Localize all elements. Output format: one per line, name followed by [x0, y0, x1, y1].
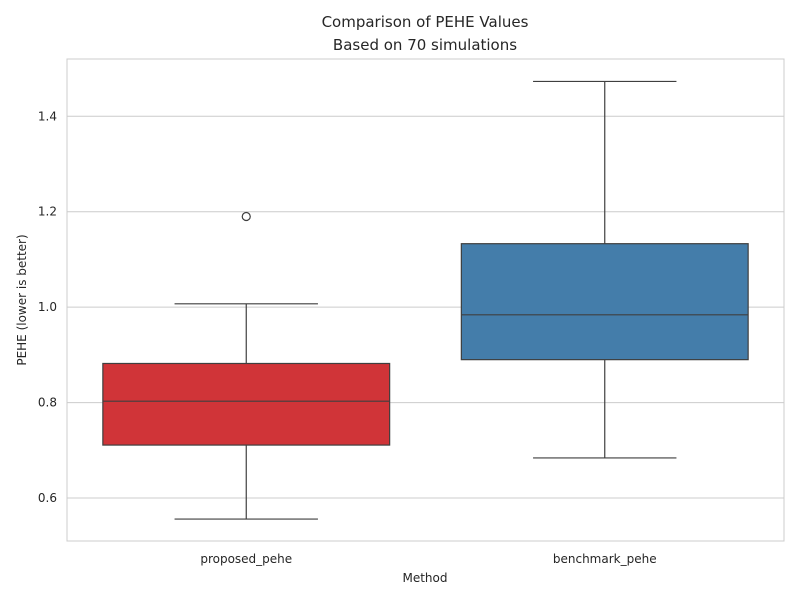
x-tick-labels: proposed_pehe benchmark_pehe [200, 552, 656, 566]
x-tick-label: proposed_pehe [200, 552, 292, 566]
chart-subtitle: Based on 70 simulations [333, 36, 517, 54]
boxes [102, 80, 749, 520]
chart-title: Comparison of PEHE Values [322, 13, 529, 31]
y-tick-label: 0.8 [38, 396, 57, 410]
y-axis-label: PEHE (lower is better) [15, 234, 29, 365]
y-tick-label: 1.0 [38, 300, 57, 314]
plot-area-frame [66, 58, 785, 542]
box-group-benchmark_pehe [460, 80, 749, 459]
y-tick-label: 1.2 [38, 205, 57, 219]
outlier-point [241, 211, 251, 222]
x-axis-label: Method [402, 571, 447, 585]
x-tick-label: benchmark_pehe [553, 552, 657, 566]
iqr-box [460, 243, 749, 361]
iqr-box [102, 362, 391, 446]
y-tick-labels: 0.6 0.8 1.0 1.2 1.4 [38, 109, 57, 505]
box-group-proposed_pehe [102, 211, 391, 520]
y-tick-label: 0.6 [38, 491, 57, 505]
y-tick-label: 1.4 [38, 109, 57, 123]
